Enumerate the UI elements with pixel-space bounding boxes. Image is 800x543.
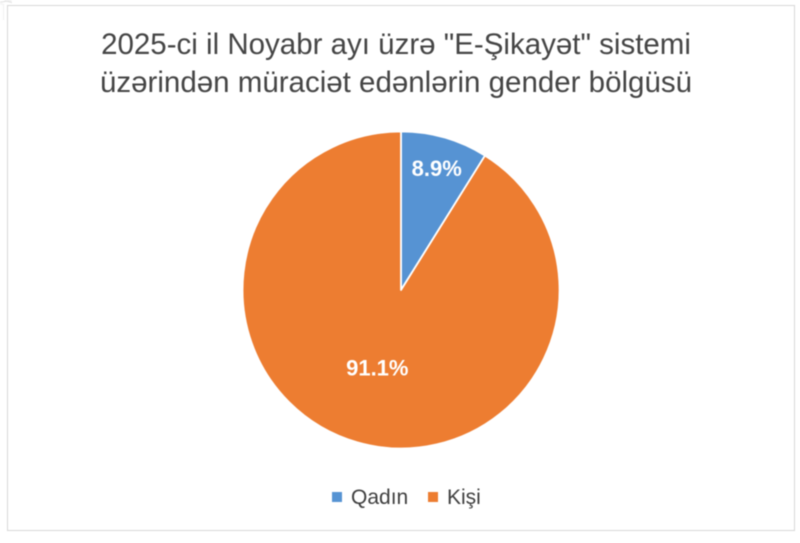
svg-text:91.1%: 91.1% — [346, 356, 408, 381]
svg-text:8.9%: 8.9% — [412, 156, 462, 181]
